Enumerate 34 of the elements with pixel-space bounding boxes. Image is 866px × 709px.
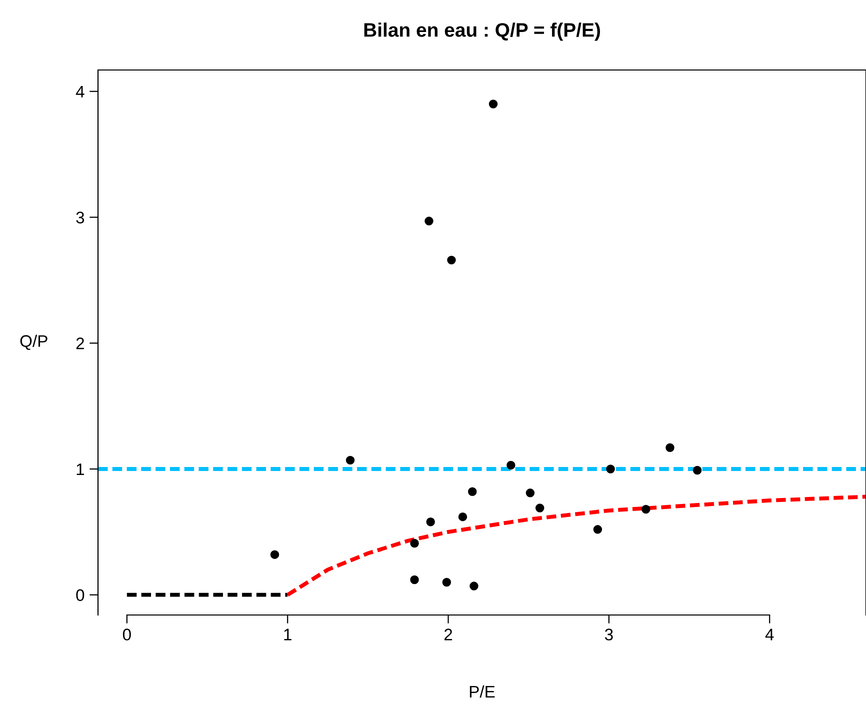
x-axis-title: P/E [470, 685, 495, 698]
y-tick-label: 1 [76, 464, 84, 476]
point [424, 216, 434, 226]
point [470, 582, 478, 590]
line-series [286, 494, 866, 597]
chart-title: Bilan en eau : Q/P = f(P/E) [364, 22, 600, 41]
x-tick-label: 0 [122, 628, 131, 640]
y-tick-label: 4 [76, 86, 84, 98]
y-tick-label: 0 [76, 589, 84, 602]
x-tick-label: 4 [765, 628, 774, 640]
point [535, 504, 544, 512]
point [506, 460, 516, 470]
point [346, 456, 355, 465]
point [692, 466, 702, 475]
point [642, 504, 650, 514]
point [593, 525, 602, 534]
point [442, 578, 452, 587]
point [447, 256, 456, 264]
x-tick-label: 3 [604, 628, 613, 640]
point [270, 550, 280, 559]
y-tick-label: 2 [76, 338, 84, 350]
y-axis-title: Q/P [20, 334, 48, 350]
point [488, 100, 498, 108]
point [410, 538, 419, 548]
x-tick-label: 2 [444, 628, 452, 640]
point [458, 512, 468, 522]
point [410, 575, 419, 584]
y-tick-label: 3 [76, 212, 84, 224]
point [666, 443, 674, 452]
point [606, 464, 615, 474]
point [468, 487, 477, 496]
point [526, 488, 535, 498]
x-tick-label: 1 [284, 628, 292, 640]
point [426, 517, 435, 526]
